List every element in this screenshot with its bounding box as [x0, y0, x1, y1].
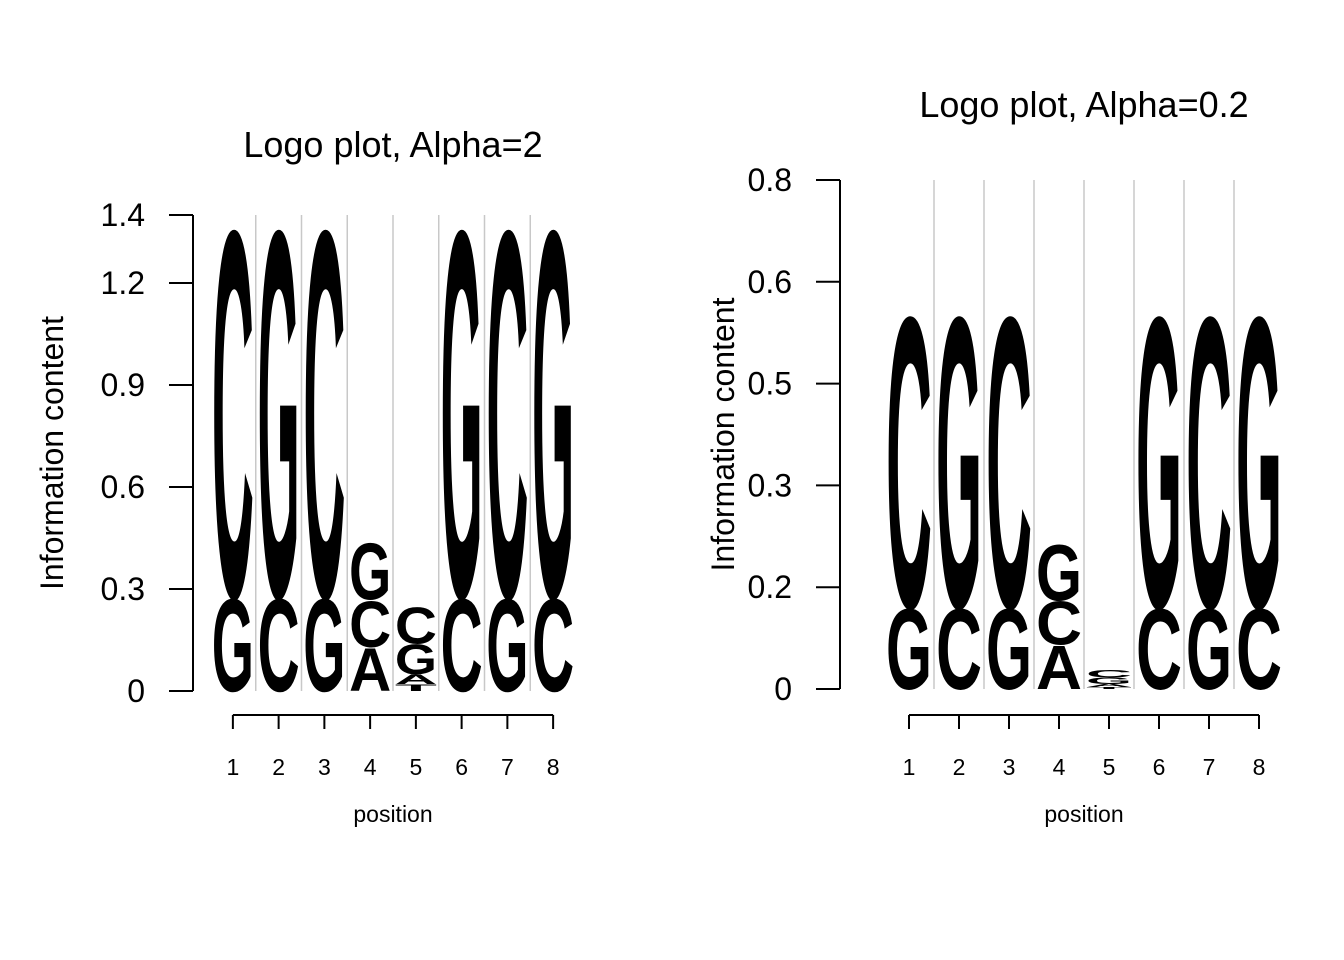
logo-letter: C — [1086, 668, 1132, 680]
x-tick-label: 7 — [1203, 754, 1216, 780]
chart-title: Logo plot, Alpha=0.2 — [919, 84, 1248, 125]
logo-letter: G — [212, 573, 254, 720]
logo-letter: G — [532, 122, 574, 707]
y-tick-label: 0.9 — [101, 367, 145, 403]
logo-letter: G — [441, 122, 483, 707]
logo-letter: C — [395, 596, 437, 654]
logo-letter: C — [1036, 589, 1082, 658]
logo-letter: T — [1086, 687, 1132, 690]
logo-letter: C — [886, 230, 932, 694]
logo-letter: G — [303, 573, 345, 720]
logo-letter: A — [1036, 634, 1082, 703]
y-tick-label: 0.3 — [101, 571, 145, 607]
logo-letter: C — [1186, 230, 1232, 694]
logo-letter: G — [1186, 586, 1232, 714]
logo-letter: G — [1086, 676, 1132, 686]
x-tick-label: 7 — [501, 754, 514, 780]
logo-letter: C — [1136, 585, 1182, 714]
x-axis-label: position — [1044, 801, 1123, 827]
logo-letter: C — [486, 122, 528, 708]
logo-letter: C — [936, 585, 982, 714]
x-tick-label: 8 — [547, 754, 560, 780]
x-tick-label: 5 — [1103, 754, 1116, 780]
logo-letter: C — [532, 572, 574, 720]
logo-letter: G — [886, 586, 932, 714]
y-tick-label: 0.5 — [748, 366, 792, 402]
y-tick-label: 0 — [774, 671, 792, 707]
logo-letter: C — [1236, 585, 1282, 714]
x-tick-label: 3 — [1003, 754, 1016, 780]
logo-letter: G — [936, 230, 982, 695]
x-tick-label: 1 — [226, 754, 239, 780]
logo-letter: C — [441, 572, 483, 720]
logo-letter: G — [1036, 528, 1082, 617]
y-tick-label: 0.3 — [748, 467, 792, 503]
x-tick-label: 4 — [1053, 754, 1066, 780]
logo-letter: A — [395, 672, 437, 688]
y-axis-label: Information content — [705, 297, 741, 571]
logo-letter: C — [212, 122, 254, 708]
x-tick-label: 2 — [953, 754, 966, 780]
logo-letter: C — [303, 122, 345, 708]
logo-letter: T — [395, 683, 437, 694]
logo-letter: G — [986, 586, 1032, 714]
y-tick-label: 0.2 — [748, 569, 792, 605]
x-tick-label: 6 — [1153, 754, 1166, 780]
y-tick-label: 0.6 — [101, 469, 145, 505]
logo-letter: G — [1236, 230, 1282, 695]
logo-letter: C — [349, 588, 391, 661]
y-tick-label: 1.4 — [101, 197, 145, 233]
y-tick-label: 1.2 — [101, 265, 145, 301]
logo-letter: G — [349, 526, 391, 616]
y-axis-label: Information content — [34, 316, 70, 590]
logo-letter: A — [349, 636, 391, 705]
x-tick-label: 1 — [903, 754, 916, 780]
y-tick-label: 0 — [127, 673, 145, 709]
x-tick-label: 8 — [1253, 754, 1266, 780]
x-tick-label: 4 — [364, 754, 377, 780]
logo-letter: C — [258, 572, 300, 720]
logo-letter: G — [486, 573, 528, 720]
y-tick-label: 0.8 — [748, 162, 792, 198]
logo-letter: A — [1086, 683, 1132, 688]
logo-letter: C — [986, 230, 1032, 694]
x-tick-label: 6 — [455, 754, 468, 780]
x-tick-label: 2 — [272, 754, 285, 780]
logo-letter: G — [1136, 230, 1182, 695]
x-axis-label: position — [353, 801, 432, 827]
logo-letter: G — [395, 636, 437, 683]
x-tick-label: 3 — [318, 754, 331, 780]
logo-letter: G — [258, 122, 300, 707]
chart-title: Logo plot, Alpha=2 — [243, 124, 542, 165]
x-tick-label: 5 — [409, 754, 422, 780]
y-tick-label: 0.6 — [748, 264, 792, 300]
